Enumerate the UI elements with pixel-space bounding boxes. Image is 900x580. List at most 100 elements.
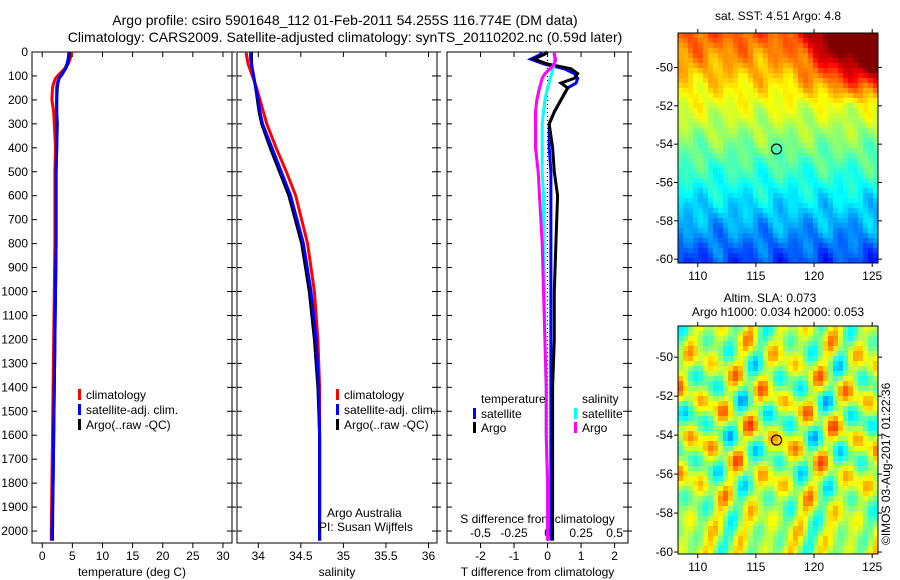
map-cell — [718, 501, 723, 506]
map-cell — [693, 326, 698, 331]
map-cell — [703, 208, 708, 213]
map-cell — [698, 361, 703, 366]
map-cell — [748, 411, 753, 416]
map-cell — [818, 326, 823, 331]
map-cell — [698, 118, 703, 123]
map-cell — [813, 118, 818, 123]
map-cell — [688, 188, 693, 193]
map-cell — [688, 113, 693, 118]
map-cell — [803, 38, 808, 43]
map-cell — [698, 198, 703, 203]
map-cell — [758, 361, 763, 366]
map-cell — [768, 218, 773, 223]
map-cell — [823, 386, 828, 391]
map-cell — [818, 401, 823, 406]
map-cell — [843, 108, 848, 113]
map-cell — [773, 546, 778, 551]
map-cell — [848, 451, 853, 456]
map-cell — [733, 461, 738, 466]
map-cell — [868, 88, 873, 93]
map-cell — [688, 43, 693, 48]
map-cell — [858, 376, 863, 381]
map-cell — [773, 68, 778, 73]
map-cell — [828, 356, 833, 361]
map-cell — [823, 203, 828, 208]
map-cell — [793, 53, 798, 58]
map-cell — [848, 481, 853, 486]
map-cell — [798, 346, 803, 351]
map-cell — [783, 58, 788, 63]
map-cell — [828, 193, 833, 198]
map-cell — [683, 451, 688, 456]
map-cell — [768, 168, 773, 173]
map-cell — [748, 88, 753, 93]
map-cell — [758, 431, 763, 436]
map-cell — [863, 431, 868, 436]
map-cell — [753, 406, 758, 411]
map-cell — [738, 133, 743, 138]
map-cell — [853, 381, 858, 386]
map-cell — [753, 213, 758, 218]
map-cell — [823, 118, 828, 123]
map-cell — [868, 78, 873, 83]
map-cell — [823, 163, 828, 168]
map-cell — [843, 491, 848, 496]
map-cell — [808, 516, 813, 521]
map-cell — [818, 93, 823, 98]
map-cell — [688, 531, 693, 536]
map-cell — [748, 108, 753, 113]
map-cell — [838, 426, 843, 431]
map-cell — [728, 411, 733, 416]
map-cell — [823, 113, 828, 118]
map-cell — [698, 431, 703, 436]
map-cell — [798, 238, 803, 243]
map-cell — [798, 38, 803, 43]
map-cell — [818, 148, 823, 153]
map-cell — [748, 228, 753, 233]
map-cell — [688, 421, 693, 426]
map-cell — [723, 188, 728, 193]
map-cell — [843, 396, 848, 401]
map-cell — [858, 331, 863, 336]
map-cell — [763, 461, 768, 466]
map-cell — [843, 258, 848, 263]
map-cell — [858, 371, 863, 376]
map-cell — [698, 486, 703, 491]
map-cell — [858, 163, 863, 168]
map-cell — [738, 238, 743, 243]
map-cell — [793, 233, 798, 238]
map-cell — [808, 73, 813, 78]
map-cell — [713, 431, 718, 436]
map-cell — [708, 238, 713, 243]
map-cell — [853, 516, 858, 521]
map-cell — [778, 173, 783, 178]
x-tick-label: 0 — [39, 549, 46, 563]
map-cell — [758, 516, 763, 521]
map-cell — [738, 243, 743, 248]
map-cell — [773, 506, 778, 511]
map-cell — [848, 376, 853, 381]
map-cell — [833, 173, 838, 178]
map-cell — [753, 168, 758, 173]
map-cell — [778, 536, 783, 541]
map-cell — [848, 456, 853, 461]
map-cell — [743, 416, 748, 421]
map-cell — [793, 481, 798, 486]
map-cell — [738, 471, 743, 476]
map-cell — [753, 521, 758, 526]
map-cell — [843, 233, 848, 238]
map-cell — [813, 133, 818, 138]
map-cell — [693, 386, 698, 391]
map-cell — [698, 33, 703, 38]
map-cell — [713, 351, 718, 356]
map-cell — [718, 68, 723, 73]
map-cell — [838, 431, 843, 436]
map-cell — [733, 516, 738, 521]
map-cell — [758, 506, 763, 511]
map-cell — [708, 491, 713, 496]
map-cell — [778, 461, 783, 466]
map-cell — [838, 536, 843, 541]
map-cell — [808, 526, 813, 531]
map-cell — [818, 248, 823, 253]
map-cell — [743, 456, 748, 461]
